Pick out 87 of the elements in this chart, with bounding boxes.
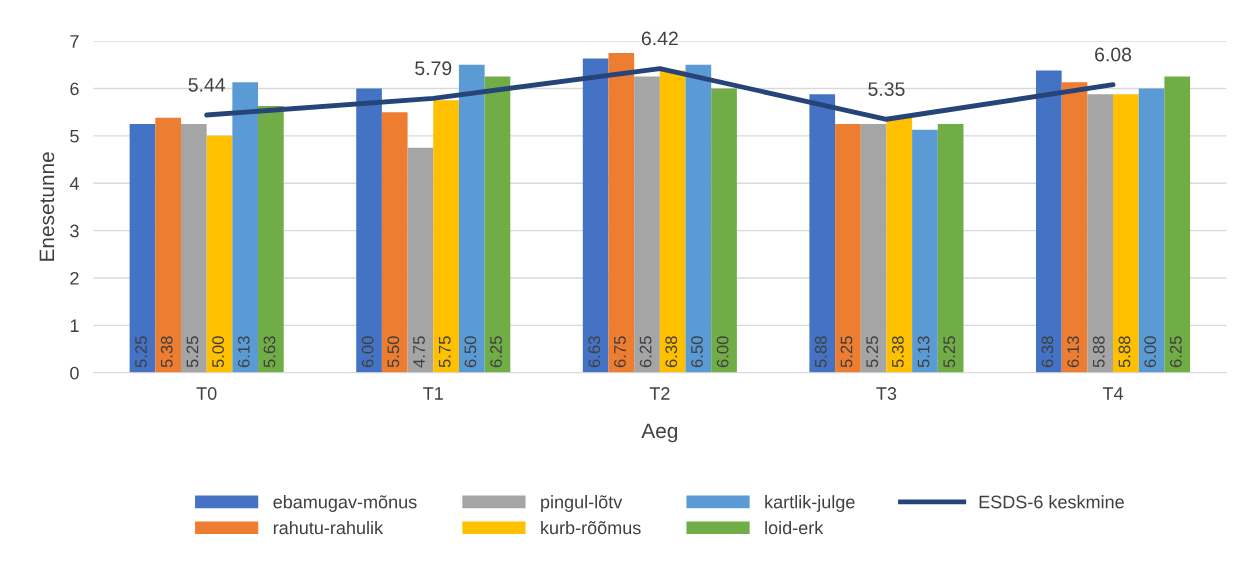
bar (912, 129, 938, 373)
bar (711, 88, 737, 373)
bar (458, 64, 485, 373)
bar (206, 135, 233, 373)
bar (1113, 94, 1139, 373)
legend-label: loid-erk (765, 520, 824, 535)
bar (381, 112, 408, 373)
data-label: 6.13 (1067, 336, 1079, 368)
data-label: 6.13 (237, 336, 250, 368)
x-tick-label: T2 (649, 387, 670, 400)
data-label: 5.25 (840, 336, 853, 368)
bar (180, 124, 207, 373)
bar (1138, 88, 1165, 373)
legend-label: rahutu-rahulik (273, 520, 384, 535)
x-tick-label: T1 (423, 387, 443, 400)
x-axis-title: Aeg (641, 423, 678, 443)
data-label: 6.00 (361, 336, 374, 368)
data-label: 6.00 (716, 336, 729, 368)
y-tick-label: 2 (70, 271, 79, 285)
bar (835, 124, 861, 373)
data-label: 6.38 (665, 336, 678, 368)
y-tick-label: 7 (70, 35, 79, 48)
bar (155, 117, 181, 373)
legend-label: pingul-lõtv (541, 495, 623, 512)
bar (1061, 82, 1088, 373)
bar (860, 124, 887, 373)
bar (1164, 76, 1191, 373)
legend-label: kartlik-julge (765, 495, 855, 512)
y-tick-label: 4 (69, 177, 79, 190)
data-label: 6.00 (1144, 336, 1157, 368)
x-tick-label: T0 (196, 387, 217, 400)
bar (356, 88, 382, 373)
bar (484, 76, 511, 373)
legend-label: ESDS-6 keskmine (979, 495, 1124, 509)
data-label: 5.25 (186, 336, 199, 368)
bar (608, 52, 635, 373)
x-tick-label: T3 (876, 387, 897, 400)
data-label: 5.88 (1092, 336, 1105, 368)
bar (659, 70, 686, 373)
data-label: 6.63 (588, 336, 601, 368)
data-label: 5.88 (1118, 336, 1131, 368)
y-tick-label: 0 (70, 366, 79, 380)
data-label: 5.44 (188, 78, 226, 92)
data-label: 5.63 (263, 336, 276, 368)
legend-label: ebamugav-mõnus (273, 495, 417, 512)
data-label: 6.38 (1041, 336, 1054, 368)
data-label: 6.25 (490, 336, 502, 368)
data-label: 5.38 (891, 336, 904, 368)
y-tick-label: 3 (70, 224, 79, 238)
y-axis-title: Enesetunne (39, 152, 55, 261)
legend-label: kurb-rõõmus (541, 520, 641, 535)
data-label: 5.13 (917, 336, 930, 368)
data-label: 5.50 (387, 336, 400, 368)
data-label: 5.25 (866, 336, 879, 368)
bar (634, 76, 660, 373)
bar (582, 58, 609, 373)
bar (685, 64, 712, 373)
bar (407, 147, 434, 373)
data-label: 6.50 (464, 336, 477, 368)
data-label: 5.75 (438, 336, 451, 368)
data-label: 5.25 (135, 336, 147, 368)
y-tick-label: 6 (70, 82, 79, 96)
x-tick-label: T4 (1102, 387, 1124, 400)
data-label: 6.42 (641, 31, 678, 46)
data-label: 6.25 (639, 336, 652, 368)
bar (886, 117, 913, 373)
data-label: 5.79 (415, 61, 452, 76)
data-label: 4.75 (413, 336, 425, 368)
bar (1087, 94, 1114, 373)
bar (1035, 70, 1062, 373)
y-tick-label: 1 (70, 319, 79, 332)
bar (258, 106, 284, 373)
data-label: 5.88 (814, 336, 827, 368)
bar (809, 94, 836, 373)
bar (433, 100, 459, 373)
bar (232, 82, 259, 373)
data-label: 5.00 (212, 336, 224, 368)
data-label: 6.25 (1169, 336, 1182, 368)
bar (129, 124, 156, 373)
data-label: 5.35 (868, 82, 905, 96)
y-tick-label: 5 (70, 129, 79, 143)
bar (937, 124, 964, 373)
data-label: 5.38 (160, 336, 173, 368)
data-label: 6.75 (614, 336, 626, 368)
data-label: 6.08 (1095, 47, 1132, 62)
data-label: 6.50 (691, 336, 703, 368)
data-label: 5.25 (943, 336, 956, 368)
